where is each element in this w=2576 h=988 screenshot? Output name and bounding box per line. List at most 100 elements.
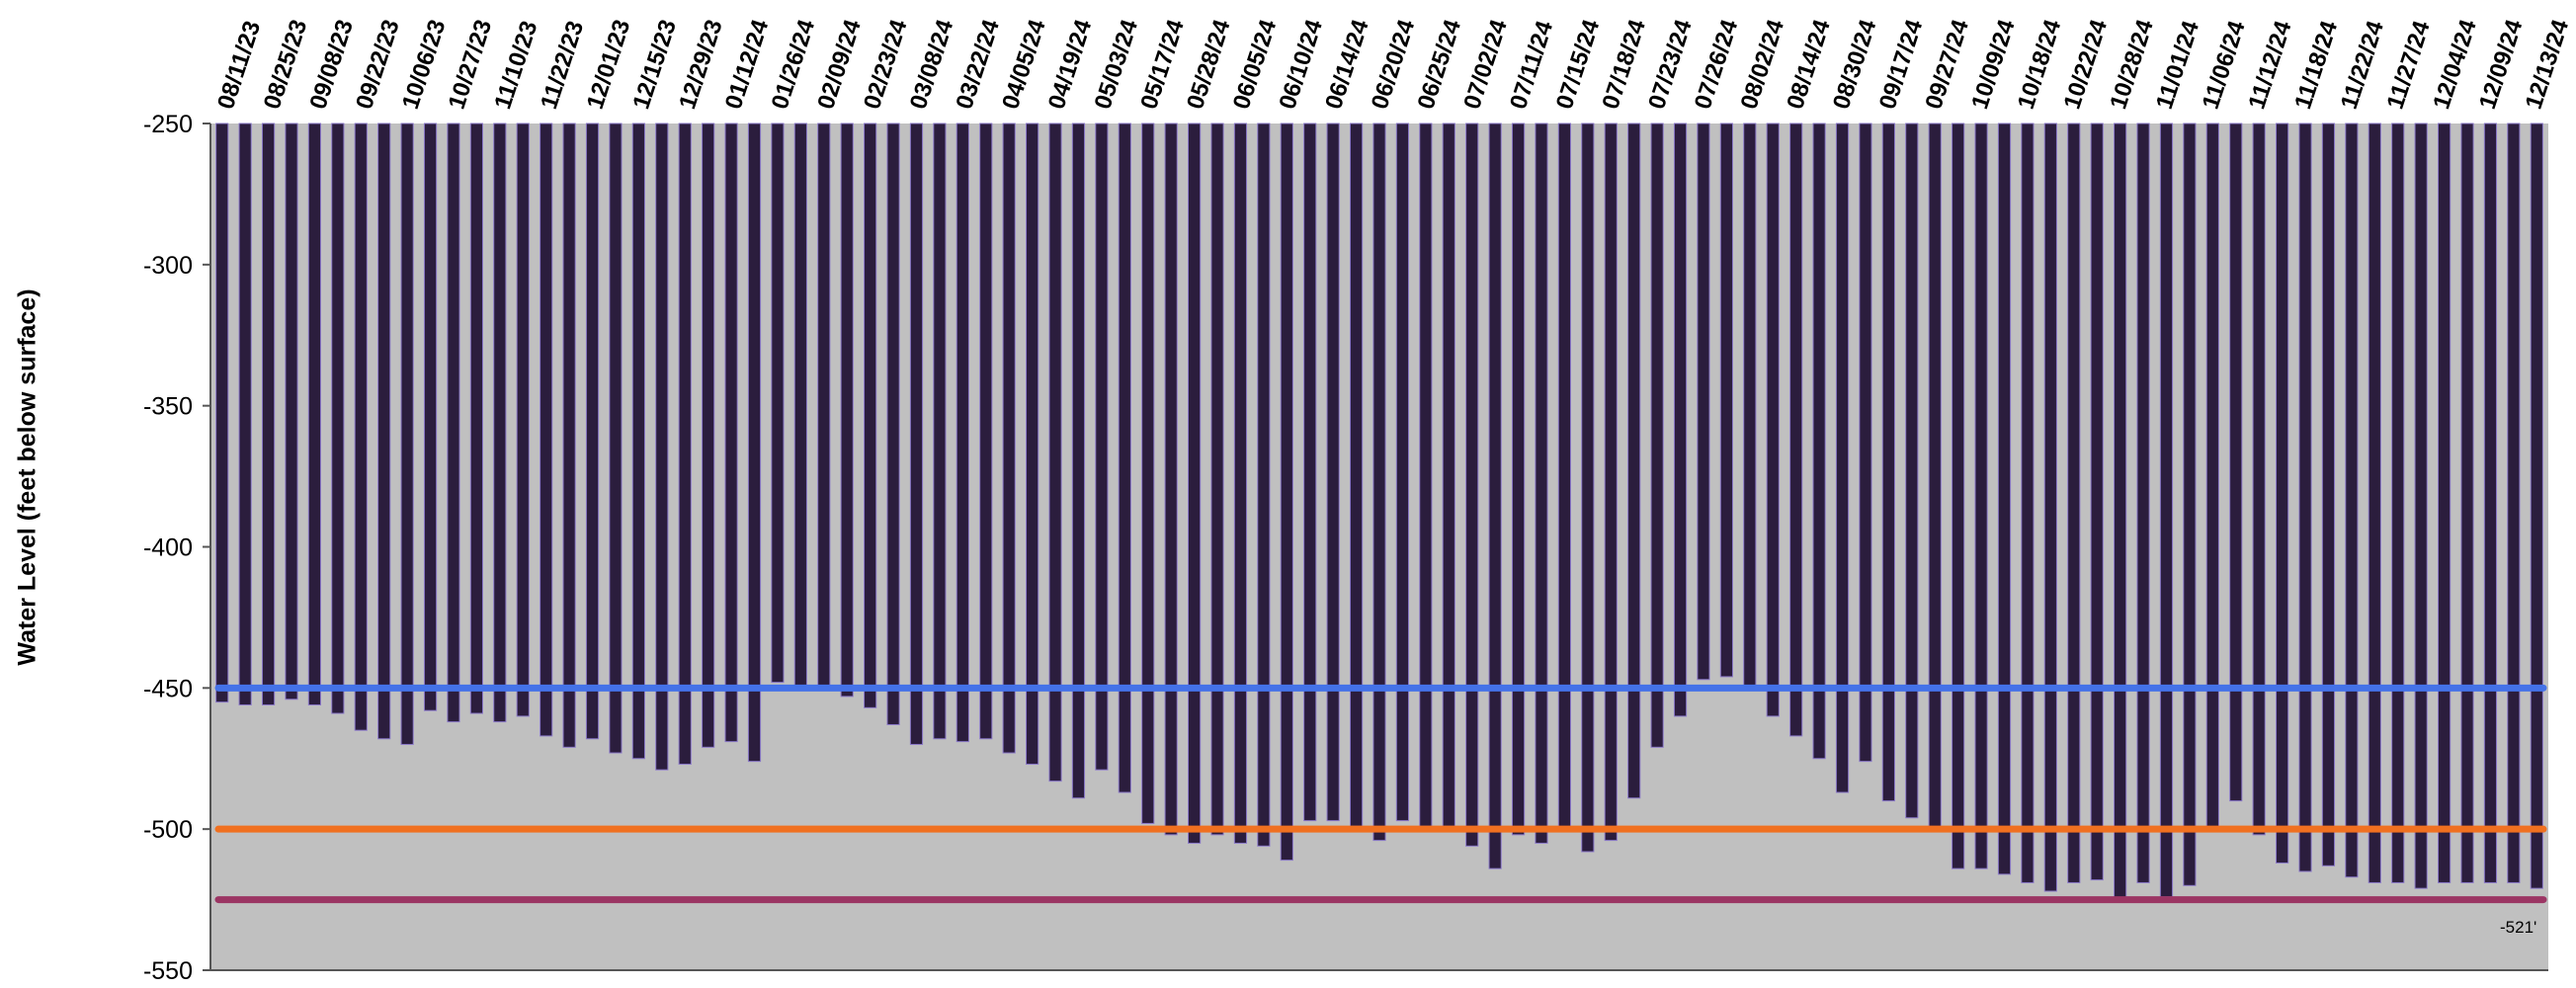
bar	[886, 123, 900, 725]
bar	[956, 123, 969, 743]
bar	[540, 123, 553, 737]
bar	[1372, 123, 1386, 842]
bar	[493, 123, 507, 723]
bar	[1881, 123, 1895, 802]
bar	[1395, 123, 1410, 822]
bar	[2090, 123, 2104, 881]
bar	[400, 123, 414, 745]
bar	[1164, 123, 1178, 836]
bar	[2298, 123, 2312, 872]
x-tick-label: 08/11/23	[212, 18, 266, 113]
bar	[678, 123, 692, 765]
bar	[909, 123, 924, 745]
bar	[1673, 123, 1688, 717]
x-tick-label: 06/10/24	[1274, 16, 1328, 113]
x-tick-label: 10/22/24	[2059, 16, 2114, 113]
bar	[1581, 123, 1595, 853]
x-tick-label: 11/10/23	[489, 18, 542, 113]
bar	[840, 123, 854, 698]
bar	[1535, 123, 1548, 844]
x-tick-label: 07/26/24	[1690, 16, 1744, 113]
x-tick-label: 12/15/23	[627, 17, 682, 113]
x-tick-label: 06/20/24	[1367, 16, 1421, 113]
x-tick-label: 08/14/24	[1782, 16, 1836, 113]
bar	[1002, 123, 1016, 754]
bar	[655, 123, 669, 771]
bar	[2114, 123, 2127, 901]
bar	[2414, 123, 2428, 889]
bar	[1465, 123, 1479, 847]
bar	[1627, 123, 1641, 799]
x-tick-label: 06/05/24	[1228, 16, 1283, 113]
bar	[307, 123, 322, 705]
bar	[1859, 123, 1872, 763]
bar	[1141, 123, 1155, 824]
bar	[562, 123, 576, 748]
bar	[2507, 123, 2521, 883]
x-tick-label: 06/14/24	[1320, 16, 1374, 113]
x-tick-label: 07/11/24	[1505, 17, 1558, 113]
bar	[933, 123, 947, 740]
bar	[1511, 123, 1526, 836]
bar	[1812, 123, 1826, 760]
y-tick-label: -450	[143, 675, 193, 702]
bar	[1349, 123, 1364, 827]
x-tick-label: 09/08/23	[304, 17, 359, 113]
bar	[516, 123, 530, 717]
y-tick-label: -550	[143, 957, 193, 985]
bar	[2276, 123, 2289, 864]
x-tick-label: 02/09/24	[812, 16, 867, 113]
x-tick-label: 11/01/24	[2151, 17, 2204, 113]
bar	[1257, 123, 1271, 847]
x-tick-label: 10/18/24	[2013, 16, 2067, 113]
x-tick-label: 12/29/23	[674, 17, 728, 113]
x-tick-label: 11/22/23	[536, 18, 589, 113]
bar	[1048, 123, 1062, 782]
bar	[1789, 123, 1803, 737]
bar	[747, 123, 762, 763]
x-tick-label: 11/12/24	[2243, 17, 2296, 113]
bar	[1326, 123, 1340, 822]
bar	[1233, 123, 1248, 844]
x-tick-label: 12/01/23	[582, 17, 636, 113]
x-tick-label: 04/19/24	[1043, 16, 1098, 113]
bar	[1188, 123, 1202, 844]
bar	[1095, 123, 1109, 771]
bar	[1835, 123, 1850, 793]
x-tick-label: 08/25/23	[259, 17, 313, 113]
x-tick-label: 10/06/23	[397, 17, 452, 113]
x-tick-label: 03/08/24	[905, 16, 959, 113]
bar	[2136, 123, 2150, 883]
bar	[979, 123, 993, 740]
bar	[1488, 123, 1502, 869]
x-tick-label: 08/30/24	[1828, 16, 1882, 113]
x-tick-label: 08/02/24	[1736, 16, 1790, 113]
bar	[1719, 123, 1733, 678]
bar	[1210, 123, 1224, 836]
x-tick-label: 11/22/24	[2336, 17, 2389, 113]
bar	[631, 123, 645, 760]
bar	[2321, 123, 2336, 866]
bar	[1303, 123, 1317, 822]
bar	[2391, 123, 2405, 883]
x-tick-label: 05/28/24	[1182, 16, 1236, 113]
y-tick-label: -400	[143, 535, 193, 562]
bar	[1419, 123, 1433, 827]
bar	[724, 123, 738, 743]
y-tick-label: -250	[143, 111, 193, 138]
bar	[331, 123, 345, 714]
x-tick-label: 05/17/24	[1135, 16, 1190, 113]
x-tick-label: 07/15/24	[1551, 16, 1606, 113]
bar	[585, 123, 600, 740]
bar	[2067, 123, 2081, 883]
bar	[1650, 123, 1664, 748]
bar	[1974, 123, 1988, 869]
bar	[285, 123, 298, 700]
bar	[2437, 123, 2451, 883]
bar	[793, 123, 807, 689]
bar	[1697, 123, 1710, 681]
bar	[864, 123, 877, 708]
bar	[1997, 123, 2012, 875]
